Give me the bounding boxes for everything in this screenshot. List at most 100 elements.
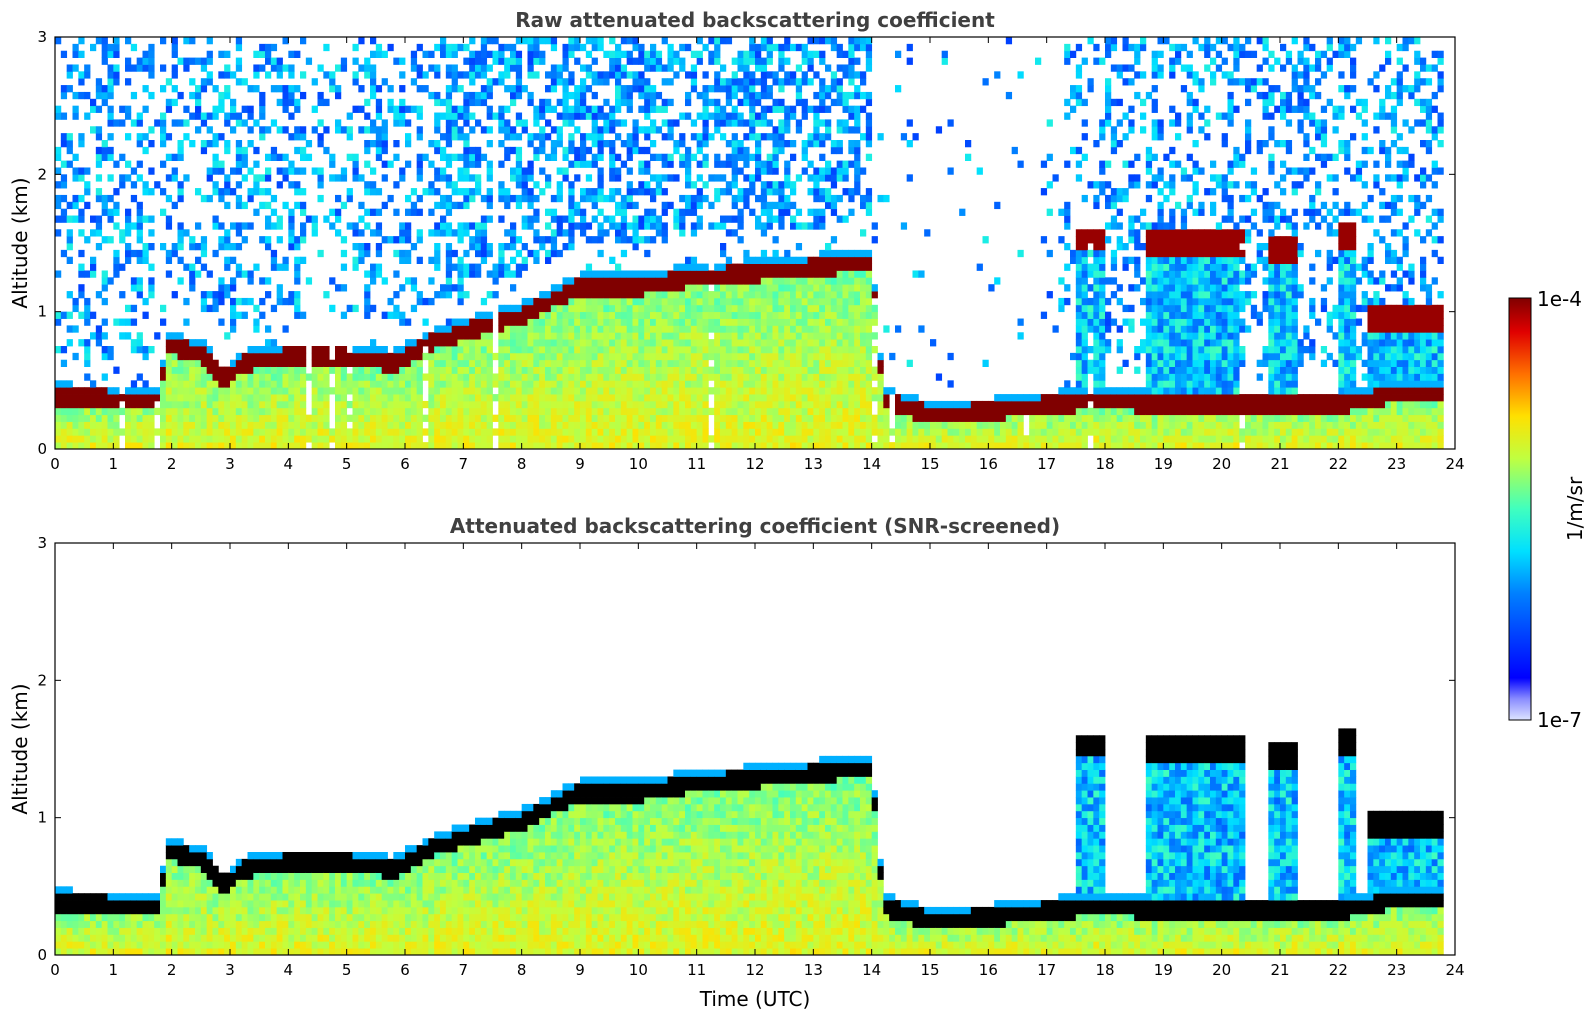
heatmap-cell [241, 400, 248, 409]
heatmap-cell [807, 222, 814, 230]
heatmap-cell [317, 346, 324, 354]
heatmap-cell [772, 352, 779, 361]
heatmap-cell [480, 249, 488, 258]
heatmap-cell [323, 421, 330, 429]
heatmap-cell [265, 359, 272, 367]
heatmap-cell [469, 126, 476, 134]
heatmap-cell [632, 85, 639, 93]
heatmap-cell [177, 181, 184, 189]
heatmap-cell [749, 400, 756, 409]
heatmap-cell [72, 167, 79, 175]
heatmap-cell [55, 112, 62, 120]
heatmap-cell [615, 346, 622, 354]
heatmap-cell [737, 284, 744, 292]
heatmap-cell [702, 435, 709, 443]
heatmap-cell [790, 263, 797, 271]
heatmap-cell [865, 133, 873, 141]
heatmap-cell [381, 160, 388, 168]
heatmap-cell [498, 188, 505, 196]
heatmap-cell [580, 435, 587, 443]
heatmap-cell [364, 146, 371, 155]
heatmap-cell [66, 201, 73, 210]
heatmap-cell [725, 373, 733, 381]
heatmap-cell [609, 119, 616, 127]
heatmap-cell [556, 284, 563, 292]
heatmap-cell [743, 270, 750, 278]
heatmap-cell [819, 133, 826, 141]
heatmap-cell [95, 325, 103, 333]
heatmap-cell [510, 332, 517, 340]
heatmap-cell [440, 194, 447, 203]
heatmap-cell [125, 112, 132, 120]
heatmap-cell [755, 284, 762, 292]
heatmap-cell [725, 140, 733, 148]
heatmap-cell [457, 256, 464, 264]
heatmap-cell [352, 43, 359, 52]
heatmap-cell [445, 442, 453, 450]
heatmap-cell [830, 366, 838, 374]
heatmap-cell [795, 366, 803, 374]
heatmap-cell [842, 421, 849, 429]
heatmap-cell [265, 428, 272, 436]
heatmap-cell [580, 352, 587, 361]
heatmap-cell [784, 270, 791, 278]
heatmap-cell [428, 387, 435, 395]
heatmap-cell [364, 387, 371, 395]
heatmap-cell [539, 428, 546, 436]
heatmap-cell [772, 215, 779, 223]
heatmap-cell [393, 311, 400, 319]
heatmap-cell [860, 304, 867, 313]
heatmap-cell [615, 304, 622, 313]
heatmap-cell [241, 421, 248, 429]
heatmap-cell [340, 126, 348, 134]
heatmap-cell [136, 229, 143, 237]
heatmap-cell [527, 133, 534, 141]
heatmap-cell [510, 229, 517, 237]
heatmap-cell [655, 400, 663, 409]
heatmap-cell [510, 339, 517, 347]
heatmap-cell [107, 407, 114, 416]
heatmap-cell [661, 325, 668, 333]
heatmap-cell [807, 339, 814, 347]
heatmap-cell [224, 442, 231, 450]
heatmap-cell [725, 284, 733, 292]
heatmap-cell [784, 256, 791, 264]
heatmap-cell [609, 222, 616, 230]
heatmap-cell [550, 394, 558, 402]
heatmap-cell [370, 277, 377, 285]
heatmap-cell [842, 400, 849, 409]
heatmap-cell [288, 208, 295, 216]
heatmap-cell [527, 188, 534, 196]
heatmap-cell [714, 435, 721, 443]
heatmap-cell [790, 153, 797, 161]
heatmap-cell [206, 50, 213, 58]
heatmap-cell [661, 311, 668, 319]
heatmap-cell [626, 105, 633, 113]
heatmap-cell [276, 284, 283, 292]
heatmap-cell [819, 387, 826, 395]
heatmap-cell [679, 407, 686, 416]
heatmap-cell [393, 208, 400, 216]
heatmap-cell [510, 133, 517, 141]
heatmap-cell [247, 194, 254, 203]
heatmap-cell [585, 133, 593, 141]
heatmap-cell [743, 291, 750, 299]
heatmap-cell [177, 394, 184, 402]
heatmap-cell [183, 174, 190, 182]
heatmap-cell [813, 442, 820, 450]
heatmap-cell [136, 57, 143, 65]
heatmap-cell [375, 270, 383, 278]
heatmap-cell [708, 387, 715, 395]
heatmap-cell [644, 181, 651, 189]
heatmap-cell [825, 64, 832, 72]
heatmap-cell [842, 167, 849, 175]
heatmap-cell [848, 64, 855, 72]
heatmap-cell [825, 167, 832, 175]
heatmap-cell [469, 64, 476, 72]
heatmap-cell [708, 297, 715, 306]
heatmap-cell [78, 140, 85, 148]
heatmap-cell [760, 201, 768, 210]
heatmap-cell [539, 359, 546, 367]
heatmap-cell [574, 380, 581, 388]
heatmap-cell [533, 387, 540, 395]
